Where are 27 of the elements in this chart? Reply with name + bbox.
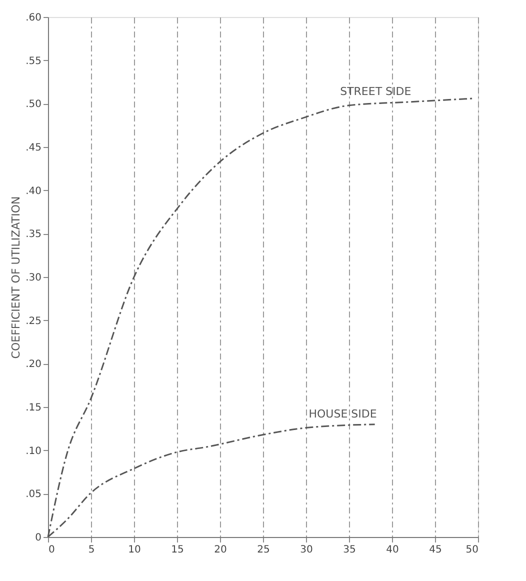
y-tick-label: .35 bbox=[26, 229, 42, 240]
x-tick-label: 5 bbox=[88, 544, 95, 556]
y-tick-label: .40 bbox=[26, 186, 42, 197]
x-tick-label: 25 bbox=[257, 544, 270, 556]
y-tick-label: .25 bbox=[26, 316, 42, 327]
y-tick-label: .30 bbox=[26, 272, 42, 284]
y-tick-label: .55 bbox=[26, 56, 42, 67]
x-tick-label: 50 bbox=[466, 544, 478, 556]
y-axis-title: COEFFICIENT OF UTILIZATION bbox=[10, 196, 23, 359]
x-tick-label: 15 bbox=[171, 544, 184, 556]
y-tick-label: .20 bbox=[26, 359, 42, 370]
y-tick-label: .05 bbox=[26, 489, 42, 500]
y-tick-label: 0 bbox=[35, 532, 42, 544]
y-tick-label: .10 bbox=[26, 446, 42, 457]
y-tick-label: .50 bbox=[26, 99, 42, 110]
y-tick-label: .45 bbox=[26, 142, 42, 154]
x-tick-label: 40 bbox=[386, 544, 399, 556]
x-tick-label: 35 bbox=[343, 544, 356, 556]
annotation: HOUSE SIDE bbox=[308, 407, 377, 420]
x-tick-label: 30 bbox=[300, 544, 313, 556]
x-tick-label: 45 bbox=[429, 544, 442, 556]
annotation: STREET SIDE bbox=[340, 84, 412, 98]
y-tick-label: .60 bbox=[26, 12, 42, 24]
x-tick-label: 20 bbox=[214, 544, 227, 556]
x-tick-label: 0 bbox=[48, 544, 55, 556]
y-tick-label: .15 bbox=[26, 402, 42, 414]
x-tick-label: 10 bbox=[128, 544, 141, 556]
